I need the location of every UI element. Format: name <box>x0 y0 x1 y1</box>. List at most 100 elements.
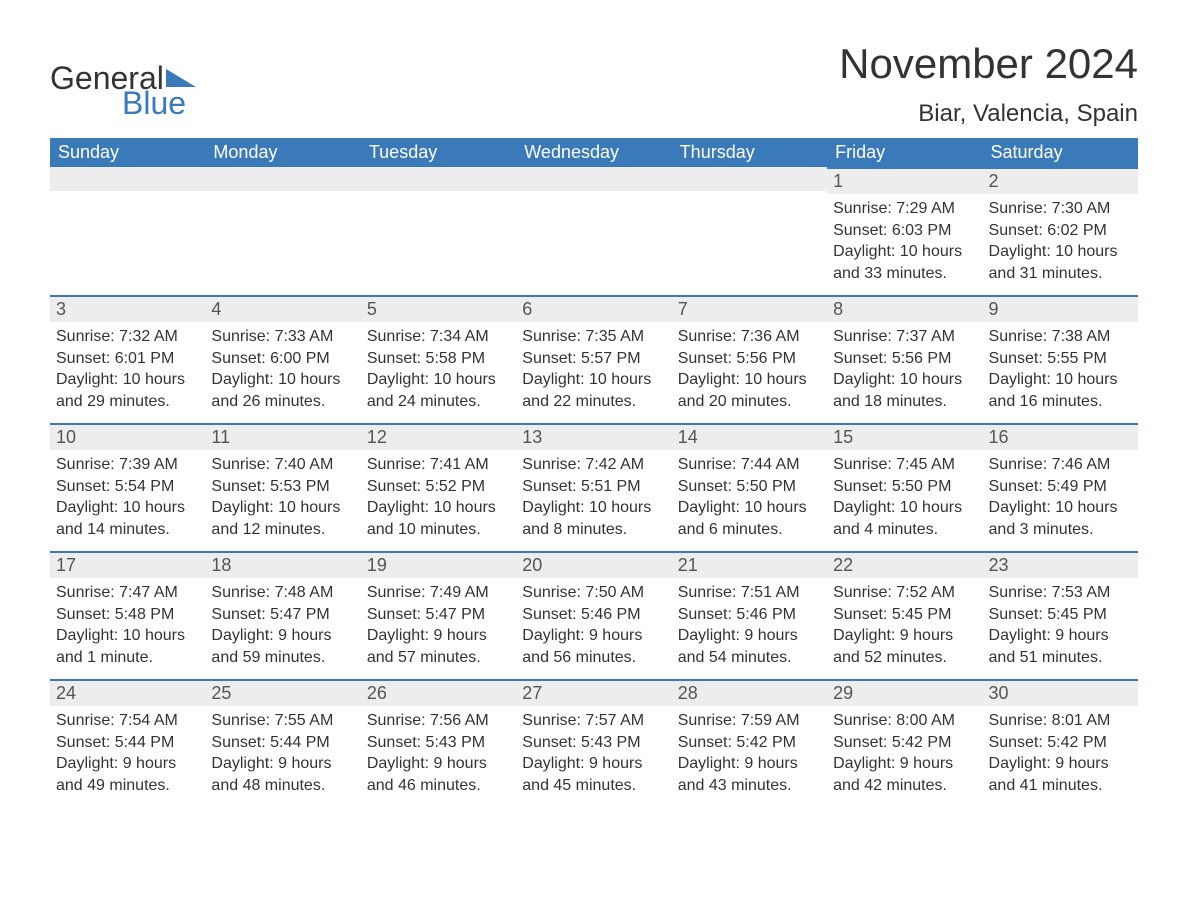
day-daylight1: Daylight: 10 hours <box>367 369 510 391</box>
day-daylight2: and 6 minutes. <box>678 519 821 541</box>
day-daylight2: and 16 minutes. <box>989 391 1132 413</box>
day-sunrise: Sunrise: 7:39 AM <box>56 454 199 476</box>
day-daylight1: Daylight: 9 hours <box>678 625 821 647</box>
calendar-table: Sunday Monday Tuesday Wednesday Thursday… <box>50 138 1138 807</box>
calendar-cell: 12Sunrise: 7:41 AMSunset: 5:52 PMDayligh… <box>361 423 516 551</box>
day-body: Sunrise: 7:37 AMSunset: 5:56 PMDaylight:… <box>827 322 982 420</box>
day-number: 13 <box>516 423 671 450</box>
day-daylight2: and 46 minutes. <box>367 775 510 797</box>
day-daylight2: and 48 minutes. <box>211 775 354 797</box>
day-sunset: Sunset: 6:01 PM <box>56 348 199 370</box>
calendar-cell: 16Sunrise: 7:46 AMSunset: 5:49 PMDayligh… <box>983 423 1138 551</box>
day-daylight2: and 51 minutes. <box>989 647 1132 669</box>
day-body: Sunrise: 7:34 AMSunset: 5:58 PMDaylight:… <box>361 322 516 420</box>
day-sunrise: Sunrise: 7:52 AM <box>833 582 976 604</box>
day-daylight2: and 52 minutes. <box>833 647 976 669</box>
day-sunrise: Sunrise: 7:45 AM <box>833 454 976 476</box>
day-sunrise: Sunrise: 7:51 AM <box>678 582 821 604</box>
day-number: 25 <box>205 679 360 706</box>
day-sunrise: Sunrise: 7:56 AM <box>367 710 510 732</box>
day-sunset: Sunset: 5:48 PM <box>56 604 199 626</box>
day-daylight2: and 3 minutes. <box>989 519 1132 541</box>
day-daylight2: and 54 minutes. <box>678 647 821 669</box>
day-daylight1: Daylight: 10 hours <box>56 625 199 647</box>
day-sunrise: Sunrise: 7:33 AM <box>211 326 354 348</box>
day-sunset: Sunset: 5:55 PM <box>989 348 1132 370</box>
day-body: Sunrise: 7:42 AMSunset: 5:51 PMDaylight:… <box>516 450 671 548</box>
day-sunrise: Sunrise: 7:47 AM <box>56 582 199 604</box>
day-sunset: Sunset: 5:53 PM <box>211 476 354 498</box>
calendar-cell: 14Sunrise: 7:44 AMSunset: 5:50 PMDayligh… <box>672 423 827 551</box>
calendar-cell: 8Sunrise: 7:37 AMSunset: 5:56 PMDaylight… <box>827 295 982 423</box>
day-sunset: Sunset: 5:51 PM <box>522 476 665 498</box>
calendar-week-row: 17Sunrise: 7:47 AMSunset: 5:48 PMDayligh… <box>50 551 1138 679</box>
day-daylight1: Daylight: 10 hours <box>367 497 510 519</box>
day-body: Sunrise: 7:52 AMSunset: 5:45 PMDaylight:… <box>827 578 982 676</box>
day-daylight2: and 41 minutes. <box>989 775 1132 797</box>
calendar-cell: 6Sunrise: 7:35 AMSunset: 5:57 PMDaylight… <box>516 295 671 423</box>
day-body: Sunrise: 7:29 AMSunset: 6:03 PMDaylight:… <box>827 194 982 292</box>
calendar-cell: 17Sunrise: 7:47 AMSunset: 5:48 PMDayligh… <box>50 551 205 679</box>
day-number: 7 <box>672 295 827 322</box>
day-body: Sunrise: 7:50 AMSunset: 5:46 PMDaylight:… <box>516 578 671 676</box>
day-body: Sunrise: 7:44 AMSunset: 5:50 PMDaylight:… <box>672 450 827 548</box>
day-body: Sunrise: 7:35 AMSunset: 5:57 PMDaylight:… <box>516 322 671 420</box>
calendar-cell: 18Sunrise: 7:48 AMSunset: 5:47 PMDayligh… <box>205 551 360 679</box>
day-sunrise: Sunrise: 8:00 AM <box>833 710 976 732</box>
day-sunset: Sunset: 5:56 PM <box>678 348 821 370</box>
page-header: General Blue November 2024 Biar, Valenci… <box>50 40 1138 128</box>
day-daylight1: Daylight: 10 hours <box>833 497 976 519</box>
day-daylight1: Daylight: 10 hours <box>56 497 199 519</box>
day-daylight2: and 18 minutes. <box>833 391 976 413</box>
day-sunrise: Sunrise: 7:36 AM <box>678 326 821 348</box>
calendar-cell: 19Sunrise: 7:49 AMSunset: 5:47 PMDayligh… <box>361 551 516 679</box>
calendar-cell: 15Sunrise: 7:45 AMSunset: 5:50 PMDayligh… <box>827 423 982 551</box>
day-daylight1: Daylight: 9 hours <box>833 753 976 775</box>
day-sunset: Sunset: 6:03 PM <box>833 220 976 242</box>
day-body: Sunrise: 8:01 AMSunset: 5:42 PMDaylight:… <box>983 706 1138 804</box>
calendar-week-row: 1Sunrise: 7:29 AMSunset: 6:03 PMDaylight… <box>50 167 1138 295</box>
day-daylight1: Daylight: 10 hours <box>522 497 665 519</box>
day-sunrise: Sunrise: 7:57 AM <box>522 710 665 732</box>
day-daylight1: Daylight: 10 hours <box>833 369 976 391</box>
day-sunset: Sunset: 5:45 PM <box>989 604 1132 626</box>
day-daylight1: Daylight: 9 hours <box>211 625 354 647</box>
logo-text-blue: Blue <box>122 85 186 122</box>
calendar-cell <box>361 167 516 295</box>
weekday-header: Sunday <box>50 138 205 167</box>
day-body: Sunrise: 7:36 AMSunset: 5:56 PMDaylight:… <box>672 322 827 420</box>
calendar-cell: 22Sunrise: 7:52 AMSunset: 5:45 PMDayligh… <box>827 551 982 679</box>
calendar-cell: 29Sunrise: 8:00 AMSunset: 5:42 PMDayligh… <box>827 679 982 807</box>
day-daylight1: Daylight: 9 hours <box>522 625 665 647</box>
day-daylight1: Daylight: 9 hours <box>211 753 354 775</box>
day-body: Sunrise: 7:48 AMSunset: 5:47 PMDaylight:… <box>205 578 360 676</box>
day-daylight2: and 43 minutes. <box>678 775 821 797</box>
day-sunset: Sunset: 5:52 PM <box>367 476 510 498</box>
day-sunset: Sunset: 5:46 PM <box>522 604 665 626</box>
day-sunset: Sunset: 5:42 PM <box>989 732 1132 754</box>
day-daylight1: Daylight: 10 hours <box>833 241 976 263</box>
location-subtitle: Biar, Valencia, Spain <box>839 100 1138 128</box>
day-sunset: Sunset: 5:44 PM <box>56 732 199 754</box>
day-sunset: Sunset: 5:42 PM <box>678 732 821 754</box>
day-number: 9 <box>983 295 1138 322</box>
calendar-cell: 26Sunrise: 7:56 AMSunset: 5:43 PMDayligh… <box>361 679 516 807</box>
day-sunrise: Sunrise: 7:49 AM <box>367 582 510 604</box>
day-number: 20 <box>516 551 671 578</box>
day-body: Sunrise: 7:57 AMSunset: 5:43 PMDaylight:… <box>516 706 671 804</box>
day-daylight2: and 22 minutes. <box>522 391 665 413</box>
day-sunset: Sunset: 5:50 PM <box>678 476 821 498</box>
day-number: 3 <box>50 295 205 322</box>
day-number: 28 <box>672 679 827 706</box>
weekday-header: Thursday <box>672 138 827 167</box>
calendar-cell <box>50 167 205 295</box>
day-body: Sunrise: 7:47 AMSunset: 5:48 PMDaylight:… <box>50 578 205 676</box>
day-sunset: Sunset: 5:57 PM <box>522 348 665 370</box>
day-sunset: Sunset: 5:49 PM <box>989 476 1132 498</box>
day-sunrise: Sunrise: 7:55 AM <box>211 710 354 732</box>
calendar-week-row: 24Sunrise: 7:54 AMSunset: 5:44 PMDayligh… <box>50 679 1138 807</box>
weekday-row: Sunday Monday Tuesday Wednesday Thursday… <box>50 138 1138 167</box>
day-sunrise: Sunrise: 7:41 AM <box>367 454 510 476</box>
day-sunrise: Sunrise: 7:30 AM <box>989 198 1132 220</box>
day-number: 1 <box>827 167 982 194</box>
